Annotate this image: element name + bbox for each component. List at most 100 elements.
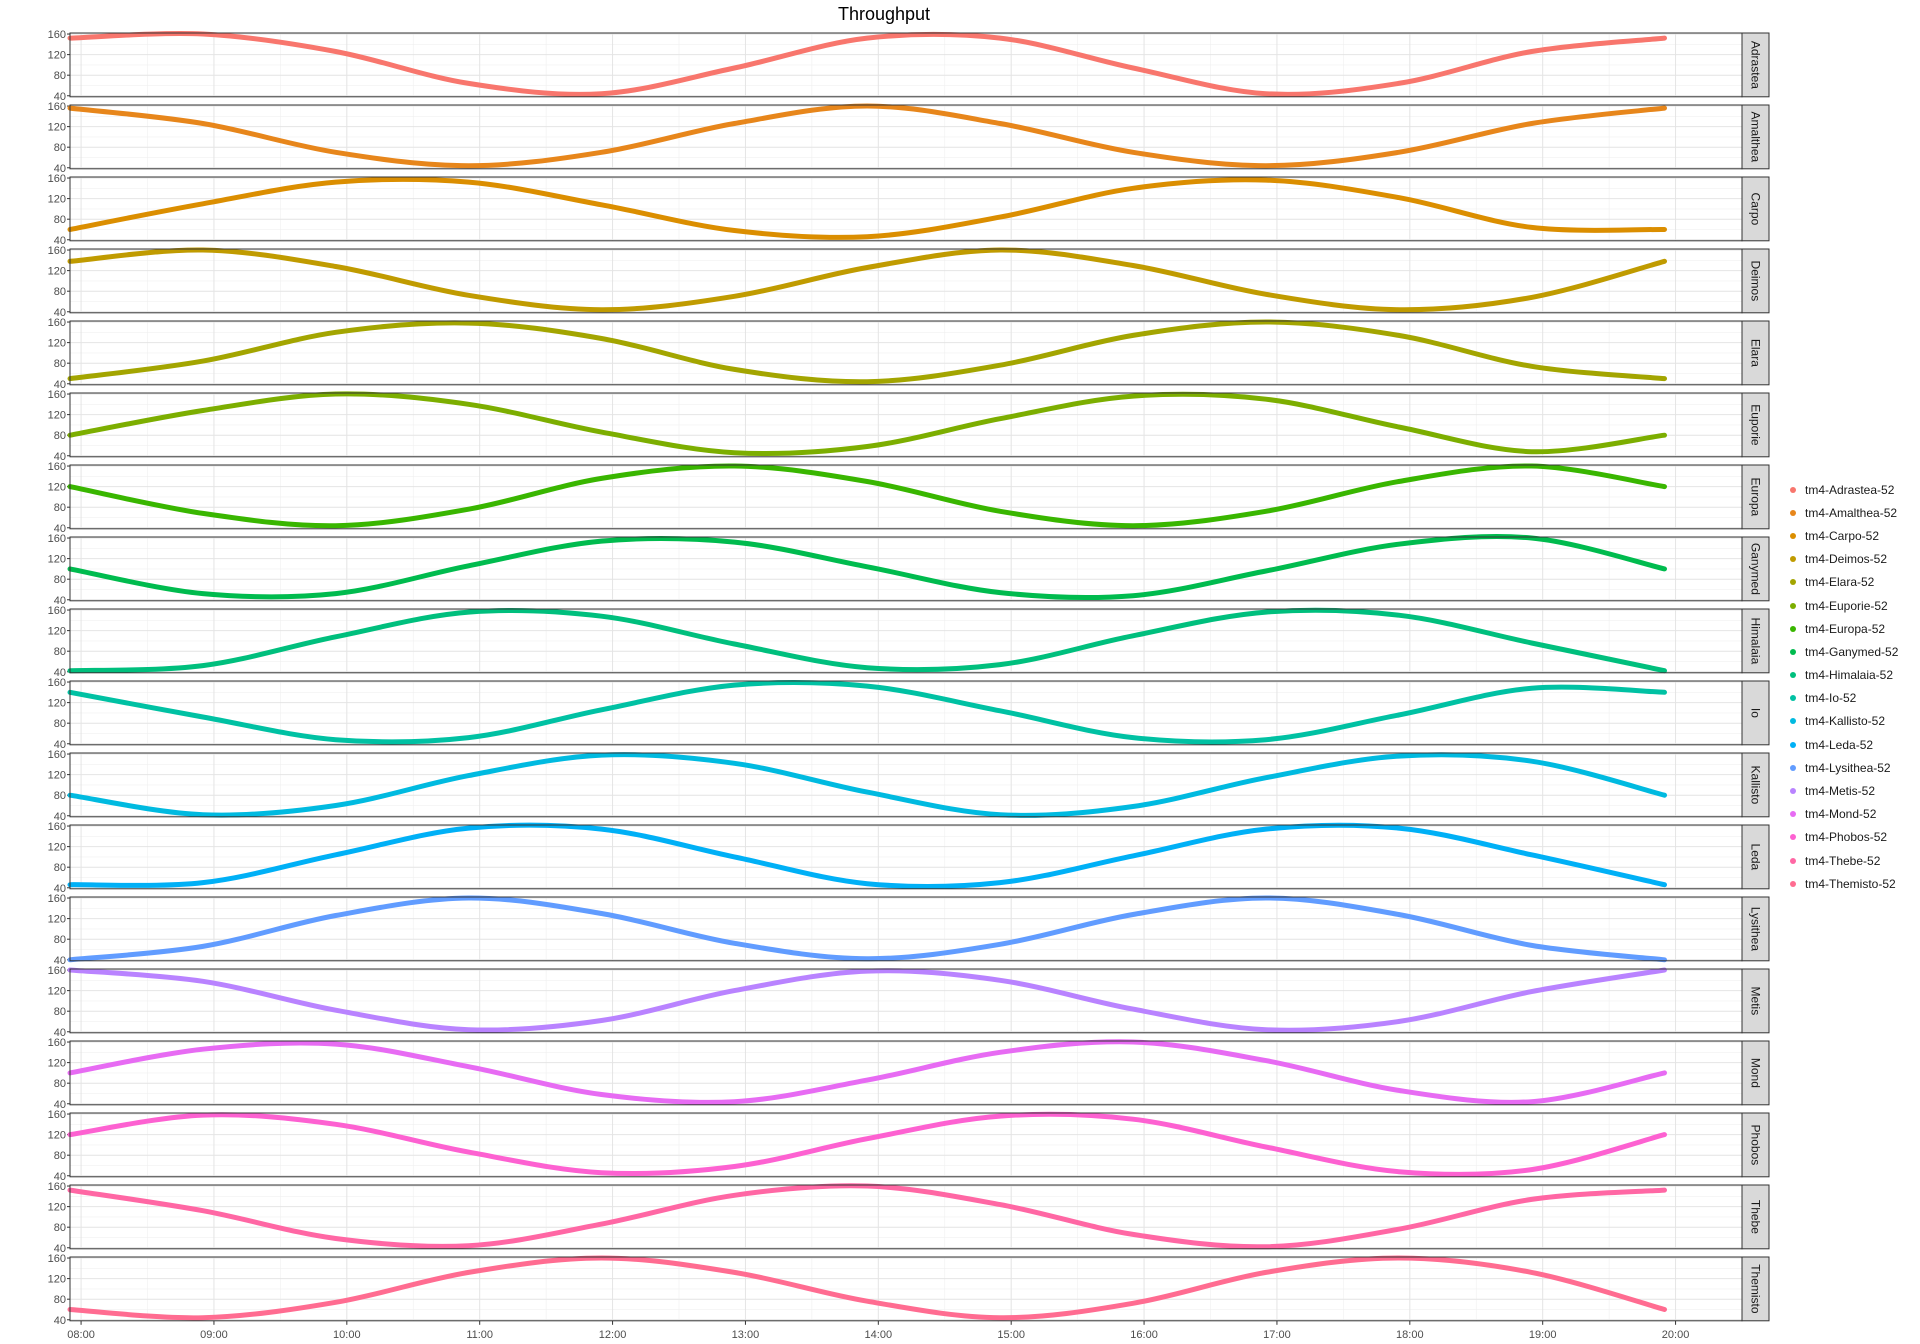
y-tick-label: 80 [54, 1294, 66, 1306]
facet-strip-label: Ganymed [1749, 543, 1763, 595]
y-tick-label: 40 [54, 523, 66, 535]
facet-strip-label: Lysithea [1749, 907, 1763, 952]
y-tick-label: 120 [48, 482, 66, 494]
y-tick-label: 160 [48, 1181, 66, 1193]
legend-key-dot [1790, 648, 1796, 655]
facet-strip [1741, 968, 1770, 1034]
legend-key-dot [1790, 602, 1796, 609]
y-tick-label: 40 [54, 451, 66, 463]
x-tick-label: 14:00 [865, 1329, 893, 1341]
legend-label: tm4-Io-52 [1805, 691, 1857, 706]
series-line [67, 103, 1667, 169]
legend-key-dot [1790, 811, 1796, 818]
facet-panel: 40 80 120 160 Adrastea [48, 29, 1770, 103]
y-tick-label: 80 [54, 718, 66, 730]
facet-strip [1741, 1256, 1770, 1322]
legend-label: tm4-Adrastea-52 [1805, 482, 1895, 497]
legend-item: tm4-Adrastea-52 [1790, 478, 1898, 501]
y-tick-label: 80 [54, 574, 66, 586]
legend-key-dot [1790, 625, 1796, 632]
facet-strip-label: Euporie [1749, 404, 1763, 446]
legend-key-dot [1790, 672, 1796, 679]
legend-item: tm4-Carpo-52 [1790, 524, 1898, 547]
legend-key-dot [1790, 788, 1796, 795]
facet-strip [1741, 104, 1770, 170]
facet-strip [1741, 896, 1770, 962]
y-tick-label: 120 [48, 1202, 66, 1214]
facet-panel: 40 80 120 160 Lysithea [48, 893, 1770, 967]
y-tick-label: 120 [48, 338, 66, 350]
facet-strip-label: Adrastea [1749, 41, 1763, 89]
legend-label: tm4-Lysithea-52 [1805, 760, 1891, 775]
legend-key-dot [1790, 834, 1796, 841]
chart-legend: tm4-Adrastea-52 tm4-Amalthea-52 tm4-Carpo-… [1790, 478, 1898, 895]
y-tick-label: 160 [48, 173, 66, 185]
facet-panel: 40 80 120 160 Kallisto [48, 749, 1770, 823]
y-tick-label: 120 [48, 770, 66, 782]
y-tick-label: 160 [48, 1037, 66, 1049]
y-tick-label: 80 [54, 70, 66, 82]
legend-label: tm4-Himalaia-52 [1805, 668, 1894, 683]
y-tick-label: 160 [48, 245, 66, 257]
series-line [67, 463, 1667, 529]
legend-item: tm4-Kallisto-52 [1790, 710, 1898, 733]
facet-panel: 40 80 120 160 Thebe [48, 1181, 1770, 1255]
legend-item: tm4-Euporie-52 [1790, 594, 1898, 617]
facet-strip [1741, 320, 1770, 386]
legend-label: tm4-Elara-52 [1805, 575, 1875, 590]
legend-item: tm4-Elara-52 [1790, 571, 1898, 594]
x-tick-label: 19:00 [1529, 1329, 1557, 1341]
legend-item: tm4-Amalthea-52 [1790, 501, 1898, 524]
series-line [67, 30, 1667, 97]
y-tick-label: 80 [54, 862, 66, 874]
facet-strip [1741, 392, 1770, 458]
facet-strip [1741, 608, 1770, 674]
series-line [67, 1039, 1667, 1105]
facet-strip-label: Phobos [1749, 1125, 1763, 1166]
facet-panel: 40 80 120 160 Deimos [48, 245, 1770, 319]
legend-label: tm4-Euporie-52 [1805, 598, 1888, 613]
facet-panel: 40 80 120 160 Ganymed [48, 533, 1770, 607]
facet-strip-label: Io [1749, 708, 1763, 718]
facet-strip [1741, 32, 1770, 98]
y-tick-label: 160 [48, 1253, 66, 1265]
series-line [67, 967, 1667, 1033]
x-tick-label: 13:00 [732, 1329, 760, 1341]
y-tick-label: 160 [48, 533, 66, 545]
y-tick-label: 120 [48, 1274, 66, 1286]
legend-item: tm4-Ganymed-52 [1790, 640, 1898, 663]
facet-panel: 40 80 120 160 Phobos [48, 1109, 1770, 1183]
y-tick-label: 120 [48, 698, 66, 710]
legend-item: tm4-Themisto-52 [1790, 872, 1898, 895]
facet-panel: 40 80 120 160 Euporie [48, 389, 1770, 463]
legend-key-dot [1790, 556, 1796, 563]
y-tick-label: 160 [48, 461, 66, 473]
legend-key-dot [1790, 486, 1796, 493]
facet-strip-label: Europa [1749, 478, 1763, 517]
facet-strip [1741, 464, 1770, 530]
y-tick-label: 40 [54, 595, 66, 607]
facet-strip-label: Metis [1749, 987, 1763, 1016]
legend-key-dot [1790, 741, 1796, 748]
x-tick-label: 17:00 [1263, 1329, 1291, 1341]
y-tick-label: 80 [54, 790, 66, 802]
y-tick-label: 40 [54, 667, 66, 679]
facet-panel: 40 80 120 160 Carpo [48, 173, 1770, 247]
facet-panel: 40 80 120 160 Themisto [48, 1253, 1770, 1327]
legend-key-dot [1790, 764, 1796, 771]
y-tick-label: 160 [48, 749, 66, 761]
legend-label: tm4-Europa-52 [1805, 621, 1886, 636]
legend-key-dot [1790, 695, 1796, 702]
legend-key-dot [1790, 718, 1796, 725]
x-tick-label: 10:00 [333, 1329, 361, 1341]
series-line [67, 752, 1667, 818]
y-tick-label: 80 [54, 1078, 66, 1090]
facet-strip-label: Thebe [1749, 1200, 1763, 1234]
facet-panel: 40 80 120 160 Amalthea [48, 101, 1770, 175]
facet-strip [1741, 1184, 1770, 1250]
legend-key-dot [1790, 857, 1796, 864]
legend-label: tm4-Deimos-52 [1805, 552, 1888, 567]
facet-panel: 40 80 120 160 Mond [48, 1037, 1770, 1111]
y-tick-label: 40 [54, 1171, 66, 1183]
facet-strip [1741, 248, 1770, 314]
